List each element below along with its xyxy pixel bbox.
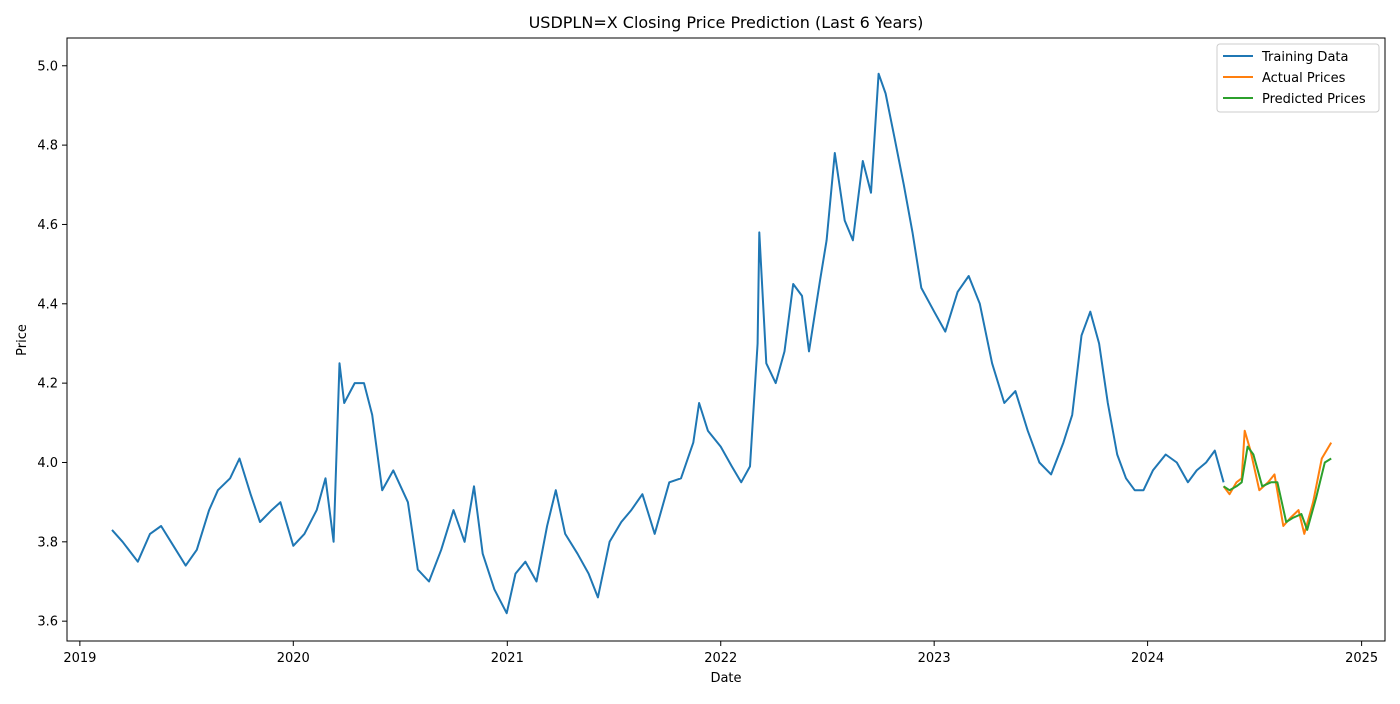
series-line-training [111,72,1225,615]
x-tick-label: 2024 [1131,651,1164,666]
legend-frame [1216,43,1380,113]
x-tick-label: 2022 [704,651,737,666]
y-tick-label: 4.8 [37,139,58,154]
series-line-predicted [1223,445,1332,531]
y-tick-label: 4.2 [37,377,58,392]
y-tick-label: 3.8 [37,535,58,550]
legend-label-predicted: Predicted Prices [1262,92,1366,107]
legend: Training Data Actual Prices Predicted Pr… [1216,43,1380,113]
y-axis-label: Price [15,324,30,356]
y-tick-label: 4.6 [37,218,58,233]
y-tick-label: 4.0 [37,456,58,471]
chart-title: USDPLN=X Closing Price Prediction (Last … [529,13,924,32]
x-axis: 2019 2020 2021 2022 2023 2024 2025 [63,641,1378,666]
legend-label-training: Training Data [1261,50,1348,65]
x-tick-label: 2023 [918,651,951,666]
y-tick-label: 3.6 [37,615,58,630]
x-tick-label: 2019 [63,651,96,666]
legend-label-actual: Actual Prices [1262,71,1346,86]
y-axis: 3.6 3.8 4.0 4.2 4.4 4.6 4.8 5.0 [37,59,67,630]
x-tick-label: 2020 [277,651,310,666]
x-tick-label: 2025 [1345,651,1378,666]
plot-area [111,72,1333,615]
y-tick-label: 4.4 [37,297,58,312]
x-axis-label: Date [710,671,741,686]
x-tick-label: 2021 [491,651,524,666]
y-tick-label: 5.0 [37,59,58,74]
plot-frame [66,37,1386,642]
series-line-actual [1222,429,1333,535]
